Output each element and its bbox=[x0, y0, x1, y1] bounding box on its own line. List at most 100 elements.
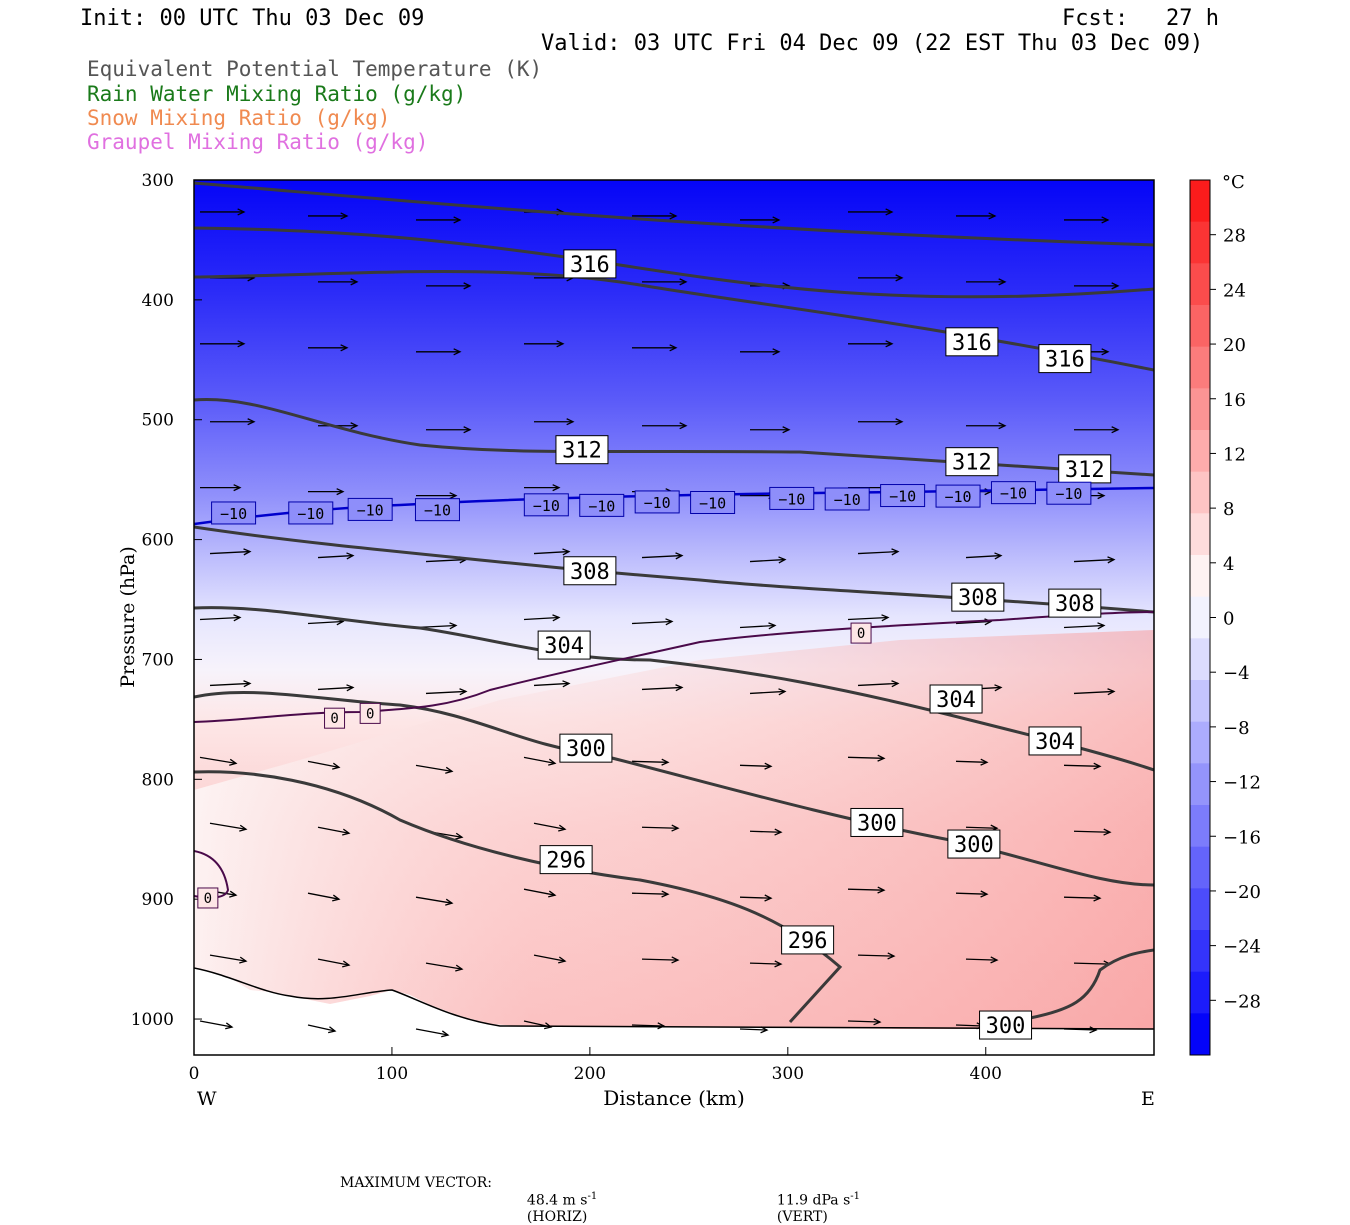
label-text: 0 bbox=[330, 711, 338, 727]
label-box bbox=[563, 556, 617, 586]
wind-vector-head bbox=[891, 680, 900, 688]
wind-vector-head bbox=[1107, 556, 1116, 564]
wind-vector bbox=[425, 558, 467, 563]
wind-vector bbox=[1073, 558, 1115, 563]
label-text: 300 bbox=[857, 811, 897, 836]
theta-e-label-312: 312 bbox=[1058, 454, 1112, 484]
theta-e-contour bbox=[194, 690, 1154, 887]
colorbar-swatch bbox=[1190, 638, 1210, 681]
colorbar-swatch bbox=[1190, 721, 1210, 764]
wind-vector bbox=[847, 1020, 881, 1023]
label-box bbox=[555, 435, 609, 465]
wind-vector bbox=[209, 954, 247, 962]
wind-vector bbox=[955, 760, 988, 763]
wind-vector bbox=[533, 822, 566, 830]
colorbar-swatch bbox=[1190, 346, 1210, 389]
minus10-label: −10 bbox=[414, 498, 460, 522]
wind-vector bbox=[533, 954, 566, 962]
colorbar-tick-label: −8 bbox=[1223, 718, 1250, 739]
theta-e-label-308: 308 bbox=[563, 556, 617, 586]
label-text: 0 bbox=[366, 706, 374, 722]
y-tick-label: 400 bbox=[142, 291, 174, 311]
wind-vector-head bbox=[455, 964, 464, 972]
y-tick-label: 900 bbox=[142, 890, 174, 910]
wind-vector-head bbox=[239, 956, 248, 964]
theta-e-label-316: 316 bbox=[945, 327, 999, 357]
vert-tag: (VERT) bbox=[776, 1208, 828, 1225]
wind-vector bbox=[857, 550, 899, 555]
wind-vector bbox=[739, 1028, 768, 1031]
wind-vector-head bbox=[778, 556, 787, 564]
theta-e-label-296: 296 bbox=[781, 925, 835, 955]
wind-vector-head bbox=[895, 274, 904, 282]
wind-vector-head bbox=[233, 484, 242, 492]
wind-vector bbox=[199, 756, 237, 764]
wind-vector bbox=[857, 954, 895, 957]
label-text: −10 bbox=[1000, 485, 1027, 503]
wind-vector bbox=[317, 686, 354, 691]
label-box bbox=[690, 490, 736, 514]
colorbar-tick-label: 4 bbox=[1223, 554, 1234, 575]
label-text: −10 bbox=[220, 505, 247, 523]
wind-vector bbox=[955, 1024, 984, 1027]
wind-vector-head bbox=[980, 758, 989, 766]
colorbar-swatch bbox=[1190, 971, 1210, 1014]
wind-vector-head bbox=[671, 956, 680, 964]
theta-e-contour bbox=[194, 181, 1154, 247]
label-box bbox=[559, 733, 613, 763]
y-tick-label: 500 bbox=[142, 411, 174, 431]
wind-vector bbox=[965, 554, 1002, 559]
colorbar-swatch bbox=[1190, 221, 1210, 264]
wind-vector bbox=[307, 760, 340, 768]
x-tick-label: 300 bbox=[772, 1064, 804, 1084]
label-text: −10 bbox=[944, 488, 971, 506]
wind-vector-head bbox=[881, 614, 890, 622]
colorbar-swatch bbox=[1190, 680, 1210, 723]
wind-vector-head bbox=[336, 488, 345, 496]
wind-vector-head bbox=[1089, 1026, 1098, 1034]
wind-vector-head bbox=[669, 344, 678, 352]
theta-e-label-300: 300 bbox=[979, 1010, 1033, 1040]
label-text: 308 bbox=[958, 586, 998, 611]
x-tick-label: 100 bbox=[376, 1064, 408, 1084]
wind-vector-head bbox=[980, 890, 989, 898]
legend-snow: Snow Mixing Ratio (g/kg) bbox=[87, 106, 391, 130]
wind-vector bbox=[199, 616, 241, 621]
theta-e-label-300: 300 bbox=[947, 829, 1001, 859]
label-box bbox=[850, 807, 904, 837]
wind-vector-head bbox=[1107, 688, 1116, 696]
label-box bbox=[563, 249, 617, 279]
colorbar-swatch bbox=[1190, 430, 1210, 473]
colorbar-tick-label: −16 bbox=[1223, 827, 1261, 848]
label-box bbox=[1058, 454, 1112, 484]
label-box bbox=[781, 925, 835, 955]
forecast-hour: 27 h bbox=[1166, 6, 1219, 31]
wind-vector-head bbox=[772, 348, 781, 356]
wind-vector-head bbox=[340, 344, 349, 352]
wind-vector bbox=[631, 760, 669, 763]
wind-vector-head bbox=[350, 422, 359, 430]
label-box bbox=[979, 1010, 1033, 1040]
wind-vector-head bbox=[671, 824, 680, 832]
label-box bbox=[945, 447, 999, 477]
label-box bbox=[324, 707, 346, 729]
label-box bbox=[537, 630, 591, 660]
wind-vector-head bbox=[558, 956, 567, 964]
wind-vector-head bbox=[237, 340, 246, 348]
vert-exponent: -1 bbox=[850, 1191, 861, 1202]
colorbar-tick-label: 20 bbox=[1223, 335, 1246, 356]
theta-e-label-296: 296 bbox=[539, 845, 593, 875]
theta-e-contour bbox=[1029, 948, 1154, 1020]
wind-vector bbox=[1063, 624, 1105, 629]
wind-vector bbox=[857, 682, 899, 687]
label-box bbox=[945, 327, 999, 357]
label-text: −10 bbox=[1055, 485, 1082, 503]
minus10-label: −10 bbox=[523, 493, 569, 517]
contour-labels: 316 316 316 312 312 312 308 308 308 304 304 304 300 3… bbox=[197, 249, 1112, 1040]
wind-vector-head bbox=[350, 278, 359, 286]
wind-vector bbox=[641, 554, 683, 559]
label-box bbox=[990, 481, 1036, 505]
wind-vector-head bbox=[661, 758, 670, 766]
wind-vector-head bbox=[548, 890, 557, 898]
wind-vector-head bbox=[463, 282, 472, 290]
